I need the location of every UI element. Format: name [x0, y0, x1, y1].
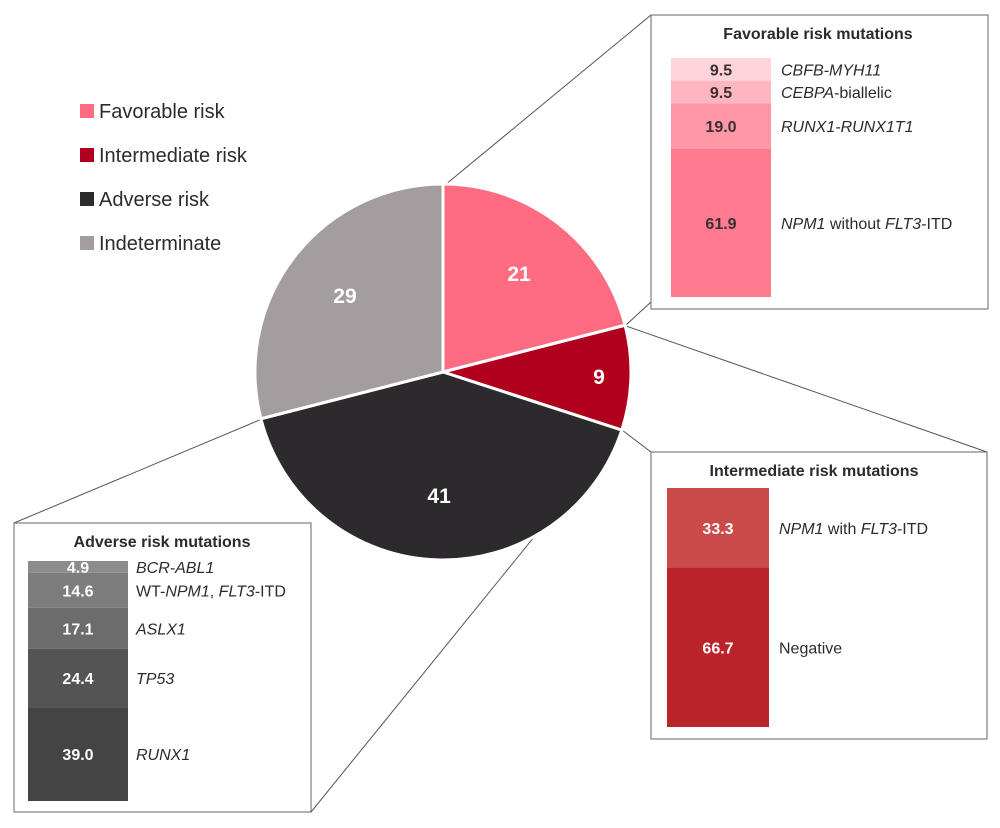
box-title: Intermediate risk mutations [710, 463, 919, 480]
gene-name: TP53 [136, 671, 174, 688]
segment-label: ASLX1 [135, 621, 186, 638]
bar-segment [28, 561, 128, 573]
legend-label-intermediate-risk: Intermediate risk [99, 145, 248, 167]
legend-label-adverse-risk: Adverse risk [99, 189, 210, 211]
bar-segment [671, 148, 771, 297]
segment-label: CEBPA-biallelic [781, 85, 892, 102]
segment-label: NPM1 without FLT3-ITD [781, 216, 952, 233]
bar-segment [671, 103, 771, 149]
segment-label: Negative [779, 640, 842, 657]
gene-name: CBFB-MYH11 [781, 62, 881, 79]
segment-value: 14.6 [62, 583, 93, 600]
connector-line [13, 418, 263, 524]
segment-value: 39.0 [62, 747, 93, 764]
label-text: WT- [136, 583, 165, 600]
gene-name: BCR-ABL1 [136, 560, 214, 577]
connector-lines [13, 14, 988, 813]
label-text: -biallelic [834, 85, 892, 102]
segment-value: 4.9 [67, 560, 89, 577]
legend-label-indeterminate: Indeterminate [99, 233, 221, 255]
label-text: -ITD [921, 216, 952, 233]
label-text: -ITD [897, 521, 928, 538]
gene-name: ASLX1 [135, 621, 186, 638]
favorable-mutations-box: Favorable risk mutations 9.5 CBFB-MYH11 9.5… [650, 14, 989, 310]
bar-segment [671, 58, 771, 81]
box-title: Adverse risk mutations [74, 534, 251, 551]
connector-line [625, 301, 652, 326]
label-text: without [825, 216, 885, 233]
gene-name: FLT3 [885, 216, 921, 233]
pie: 21 9 41 29 [253, 182, 633, 562]
breakdown-boxes: Favorable risk mutations 9.5 CBFB-MYH11 9.5… [13, 14, 989, 813]
connector-line [621, 429, 652, 453]
gene-name: RUNX1-RUNX1T1 [781, 119, 913, 136]
bar-segment [28, 648, 128, 708]
pie-value-label: 41 [427, 485, 451, 508]
gene-name: NPM1 [779, 521, 823, 538]
segment-label: BCR-ABL1 [136, 560, 214, 577]
legend-swatch-intermediate-risk [80, 148, 94, 162]
connector-line [444, 14, 652, 186]
segment-value: 9.5 [710, 85, 732, 102]
legend-swatch-favorable-risk [80, 104, 94, 118]
legend: Favorable risk Intermediate risk Adverse r… [80, 101, 248, 255]
pie-slice-adverse-risk [259, 370, 624, 562]
box-title: Favorable risk mutations [723, 26, 912, 43]
bar-segment [28, 607, 128, 649]
gene-name: FLT3 [219, 583, 255, 600]
gene-name: NPM1 [781, 216, 825, 233]
pie-slice-favorable-risk [441, 182, 627, 374]
segment-label: NPM1 with FLT3-ITD [779, 521, 928, 538]
pie-slice-intermediate-risk [437, 323, 633, 432]
segment-value: 61.9 [705, 216, 736, 233]
bar-segment [667, 488, 769, 568]
bar-segment [28, 707, 128, 801]
segment-label: RUNX1 [136, 747, 190, 764]
segment-value: 19.0 [705, 119, 736, 136]
label-text: with [823, 521, 860, 538]
bar-segment [667, 567, 769, 727]
segment-value: 66.7 [702, 640, 733, 657]
gene-name: NPM1 [165, 583, 209, 600]
segment-value: 17.1 [62, 621, 93, 638]
adverse-mutations-box: Adverse risk mutations 4.9 BCR-ABL1 14.6 WT-… [13, 522, 312, 813]
legend-label-favorable-risk: Favorable risk [99, 101, 226, 123]
segment-value: 24.4 [62, 671, 93, 688]
legend-swatch-adverse-risk [80, 192, 94, 206]
label-text: , [210, 583, 219, 600]
pie-value-label: 21 [507, 263, 531, 286]
segment-value: 33.3 [702, 521, 733, 538]
connector-line [310, 504, 561, 813]
label-text: -ITD [255, 583, 286, 600]
legend-swatch-indeterminate [80, 236, 94, 250]
gene-name: FLT3 [861, 521, 897, 538]
segment-label: CBFB-MYH11 [781, 62, 881, 79]
bar-segment [28, 572, 128, 608]
pie-value-label: 9 [593, 366, 605, 389]
pie-slice-indeterminate [253, 182, 445, 421]
bar-segment [671, 80, 771, 104]
gene-name: CEBPA [781, 85, 834, 102]
gene-name: RUNX1 [136, 747, 190, 764]
segment-value: 9.5 [710, 62, 732, 79]
segment-label: WT-NPM1, FLT3-ITD [136, 583, 286, 600]
pie-value-label: 29 [333, 285, 356, 308]
segment-label: TP53 [136, 671, 174, 688]
intermediate-mutations-box: Intermediate risk mutations 33.3 NPM1 with… [650, 451, 988, 740]
segment-label: RUNX1-RUNX1T1 [781, 119, 913, 136]
connector-line [625, 325, 988, 453]
label-text: Negative [779, 640, 842, 657]
